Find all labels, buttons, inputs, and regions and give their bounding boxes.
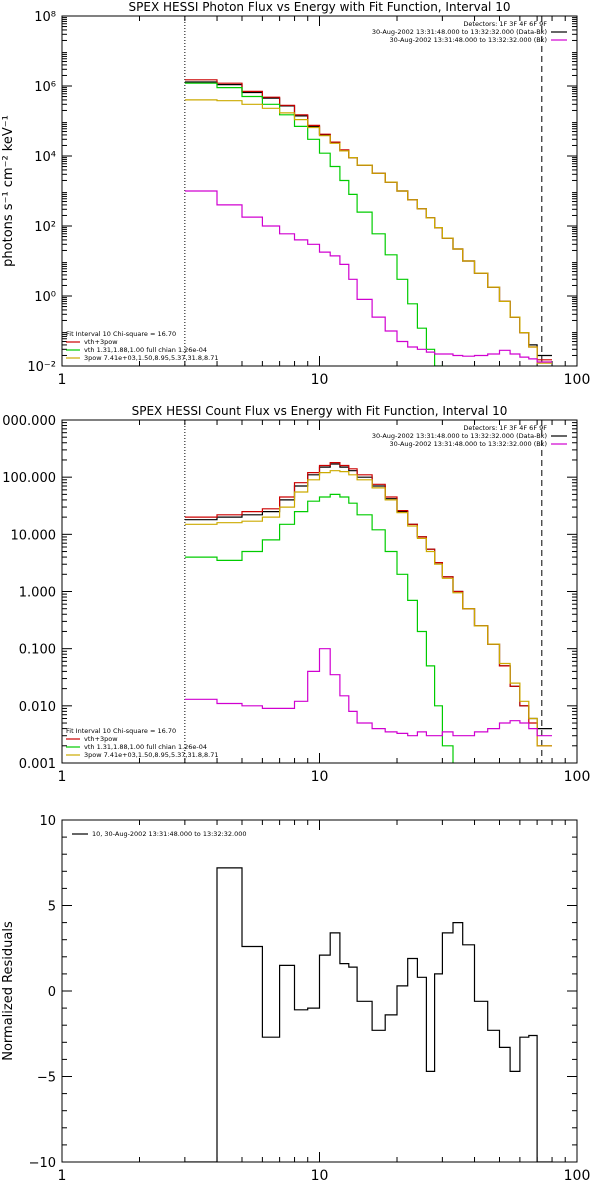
y-axis-label: Normalized Residuals (1, 921, 16, 1061)
plot-frame (61, 819, 578, 1163)
series-line-3 (184, 493, 454, 763)
y-tick-label: 10⁻² (27, 360, 56, 375)
series-line-5 (184, 190, 552, 363)
y-tick-label: 10⁸ (34, 10, 56, 25)
legend-entry: vth 1.31,1.88,1.00 full chian 1.26e-04 (84, 743, 207, 751)
legend-entry: vth 1.31,1.88,1.00 full chian 1.26e-04 (84, 346, 207, 354)
series-line-3 (184, 82, 443, 366)
y-tick-label: 000.000 (2, 414, 56, 429)
x-tick-label: 100 (564, 1168, 591, 1184)
x-tick-label: 1 (58, 372, 67, 388)
y-tick-label: 5 (48, 900, 56, 915)
legend-entry: Fit Interval 10 Chi-square = 16.70 (66, 330, 176, 338)
x-tick-label: 1 (58, 1168, 67, 1184)
legend-entry: 3pow 7.41e+03,1.50,8.95,5.37,31.8,8.71 (84, 354, 219, 362)
series-line-1 (184, 463, 552, 730)
y-tick-label: 100.000 (2, 471, 56, 486)
series-line-1 (184, 867, 552, 1162)
y-tick-label: −5 (37, 1071, 56, 1086)
chart-panel-3: Normalized Residuals 1 10 100 −10 −5 0 5 10 10, 3… (1, 814, 590, 1184)
plot-frame (61, 419, 578, 764)
legend-entry: vth+3pow (84, 338, 118, 346)
y-tick-label: 0.010 (19, 700, 56, 715)
legend-entry: 10, 30-Aug-2002 13:31:48.000 to 13:32:32… (92, 830, 247, 838)
chart-title: SPEX HESSI Photon Flux vs Energy with Fi… (129, 0, 511, 14)
x-tick-label: 1 (58, 769, 67, 785)
y-tick-label: 0.100 (19, 643, 56, 658)
x-tick-label: 100 (564, 372, 591, 388)
legend-entry: 30-Aug-2002 13:31:48.000 to 13:32:32.000… (372, 432, 547, 440)
y-axis-label: photons s⁻¹ cm⁻² keV⁻¹ (1, 115, 16, 267)
chart-panel-1: SPEX HESSI Photon Flux vs Energy with Fi… (1, 0, 591, 388)
y-tick-label: 1.000 (19, 586, 56, 601)
series-line-2 (184, 79, 552, 361)
y-tick-label: 10⁰ (34, 290, 56, 305)
x-tick-label: 100 (564, 769, 591, 785)
legend-entry: 30-Aug-2002 13:31:48.000 to 13:32:32.000… (390, 36, 547, 44)
x-tick-label: 10 (311, 1168, 329, 1184)
legend-entry: Detectors: 1F 3F 4F 6F 9F (463, 424, 547, 432)
series-line-1 (184, 81, 552, 357)
legend-entry: 30-Aug-2002 13:31:48.000 to 13:32:32.000… (372, 28, 547, 36)
x-tick-label: 10 (311, 372, 329, 388)
chart-title: SPEX HESSI Count Flux vs Energy with Fit… (132, 404, 508, 418)
series-line-4 (184, 99, 552, 364)
y-tick-label: 10 (39, 814, 56, 829)
legend-entry: Detectors: 1F 3F 4F 6F 9F (463, 20, 547, 28)
plot-frame (61, 15, 578, 367)
chart-panel-2: SPEX HESSI Count Flux vs Energy with Fit… (2, 404, 591, 785)
legend-entry: 3pow 7.41e+03,1.50,8.95,5.37,31.8,8.71 (84, 751, 219, 759)
y-tick-label: 10⁴ (34, 150, 56, 165)
y-tick-label: 0 (48, 985, 56, 1000)
y-tick-label: 10² (34, 220, 56, 235)
x-tick-label: 10 (311, 769, 329, 785)
y-tick-label: 10⁶ (34, 80, 56, 95)
legend-entry: vth+3pow (84, 735, 118, 743)
legend-entry: 30-Aug-2002 13:31:48.000 to 13:32:32.000… (390, 440, 547, 448)
y-tick-label: 0.001 (19, 757, 56, 772)
series-line-4 (184, 470, 552, 747)
y-tick-label: −10 (29, 1156, 56, 1171)
legend-entry: Fit Interval 10 Chi-square = 16.70 (66, 727, 176, 735)
y-tick-label: 10.000 (11, 528, 57, 543)
series-line-5 (184, 648, 552, 737)
